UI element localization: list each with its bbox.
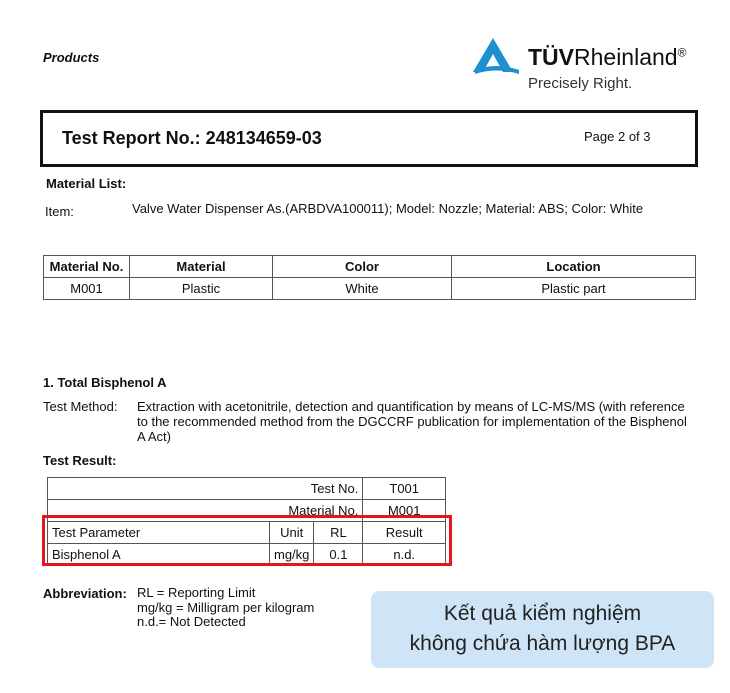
abbreviation-list: RL = Reporting Limit mg/kg = Milligram pe…: [137, 585, 315, 629]
cell: Plastic part: [451, 277, 696, 300]
table-row: Bisphenol A mg/kg 0.1 n.d.: [47, 543, 446, 566]
material-table: Material No. Material Color Location M00…: [43, 255, 696, 300]
test-method-text: Extraction with acetonitrile, detection …: [137, 399, 687, 444]
column-header: Material: [129, 255, 273, 278]
report-title-box: Test Report No.: 248134659-03 Page 2 of …: [40, 110, 698, 167]
table-header-row: Material No. Material Color Location: [43, 255, 696, 278]
test-no-value: T001: [362, 477, 446, 500]
column-header: Test Parameter: [47, 521, 270, 544]
item-value: Valve Water Dispenser As.(ARBDVA100011);…: [132, 201, 644, 216]
cell: White: [272, 277, 452, 300]
item-label: Item:: [45, 204, 74, 219]
section-label: Products: [43, 50, 100, 65]
tagline: Precisely Right.: [528, 75, 633, 92]
abbreviation-label: Abbreviation:: [43, 586, 127, 601]
callout-box: Kết quả kiểm nghiệm không chứa hàm lượng …: [371, 591, 714, 668]
cell: Plastic: [129, 277, 273, 300]
column-header: Color: [272, 255, 452, 278]
column-header: Location: [451, 255, 696, 278]
column-header: Material No.: [43, 255, 130, 278]
table-row: Test No. T001: [46, 477, 446, 500]
section-heading: 1. Total Bisphenol A: [43, 375, 167, 390]
test-result-table: Test No. T001 Material No. M001 Test Par…: [46, 477, 446, 566]
material-list-heading: Material List:: [46, 176, 127, 191]
test-result-heading: Test Result:: [43, 453, 117, 468]
test-method-label: Test Method:: [43, 399, 118, 414]
test-no-label: Test No.: [46, 477, 364, 500]
highlight-box: [42, 515, 452, 566]
page-number: Page 2 of 3: [584, 129, 651, 144]
report-title: Test Report No.: 248134659-03: [62, 128, 322, 148]
cell: mg/kg: [268, 543, 315, 566]
cell: M001: [43, 277, 130, 300]
tuv-triangle-logo-icon: [473, 38, 519, 74]
column-header: Unit: [268, 521, 315, 544]
table-row: M001 Plastic White Plastic part: [43, 277, 696, 300]
table-header-row: Test Parameter Unit RL Result: [47, 521, 446, 544]
brand-logo: TÜVRheinland®: [528, 44, 687, 70]
